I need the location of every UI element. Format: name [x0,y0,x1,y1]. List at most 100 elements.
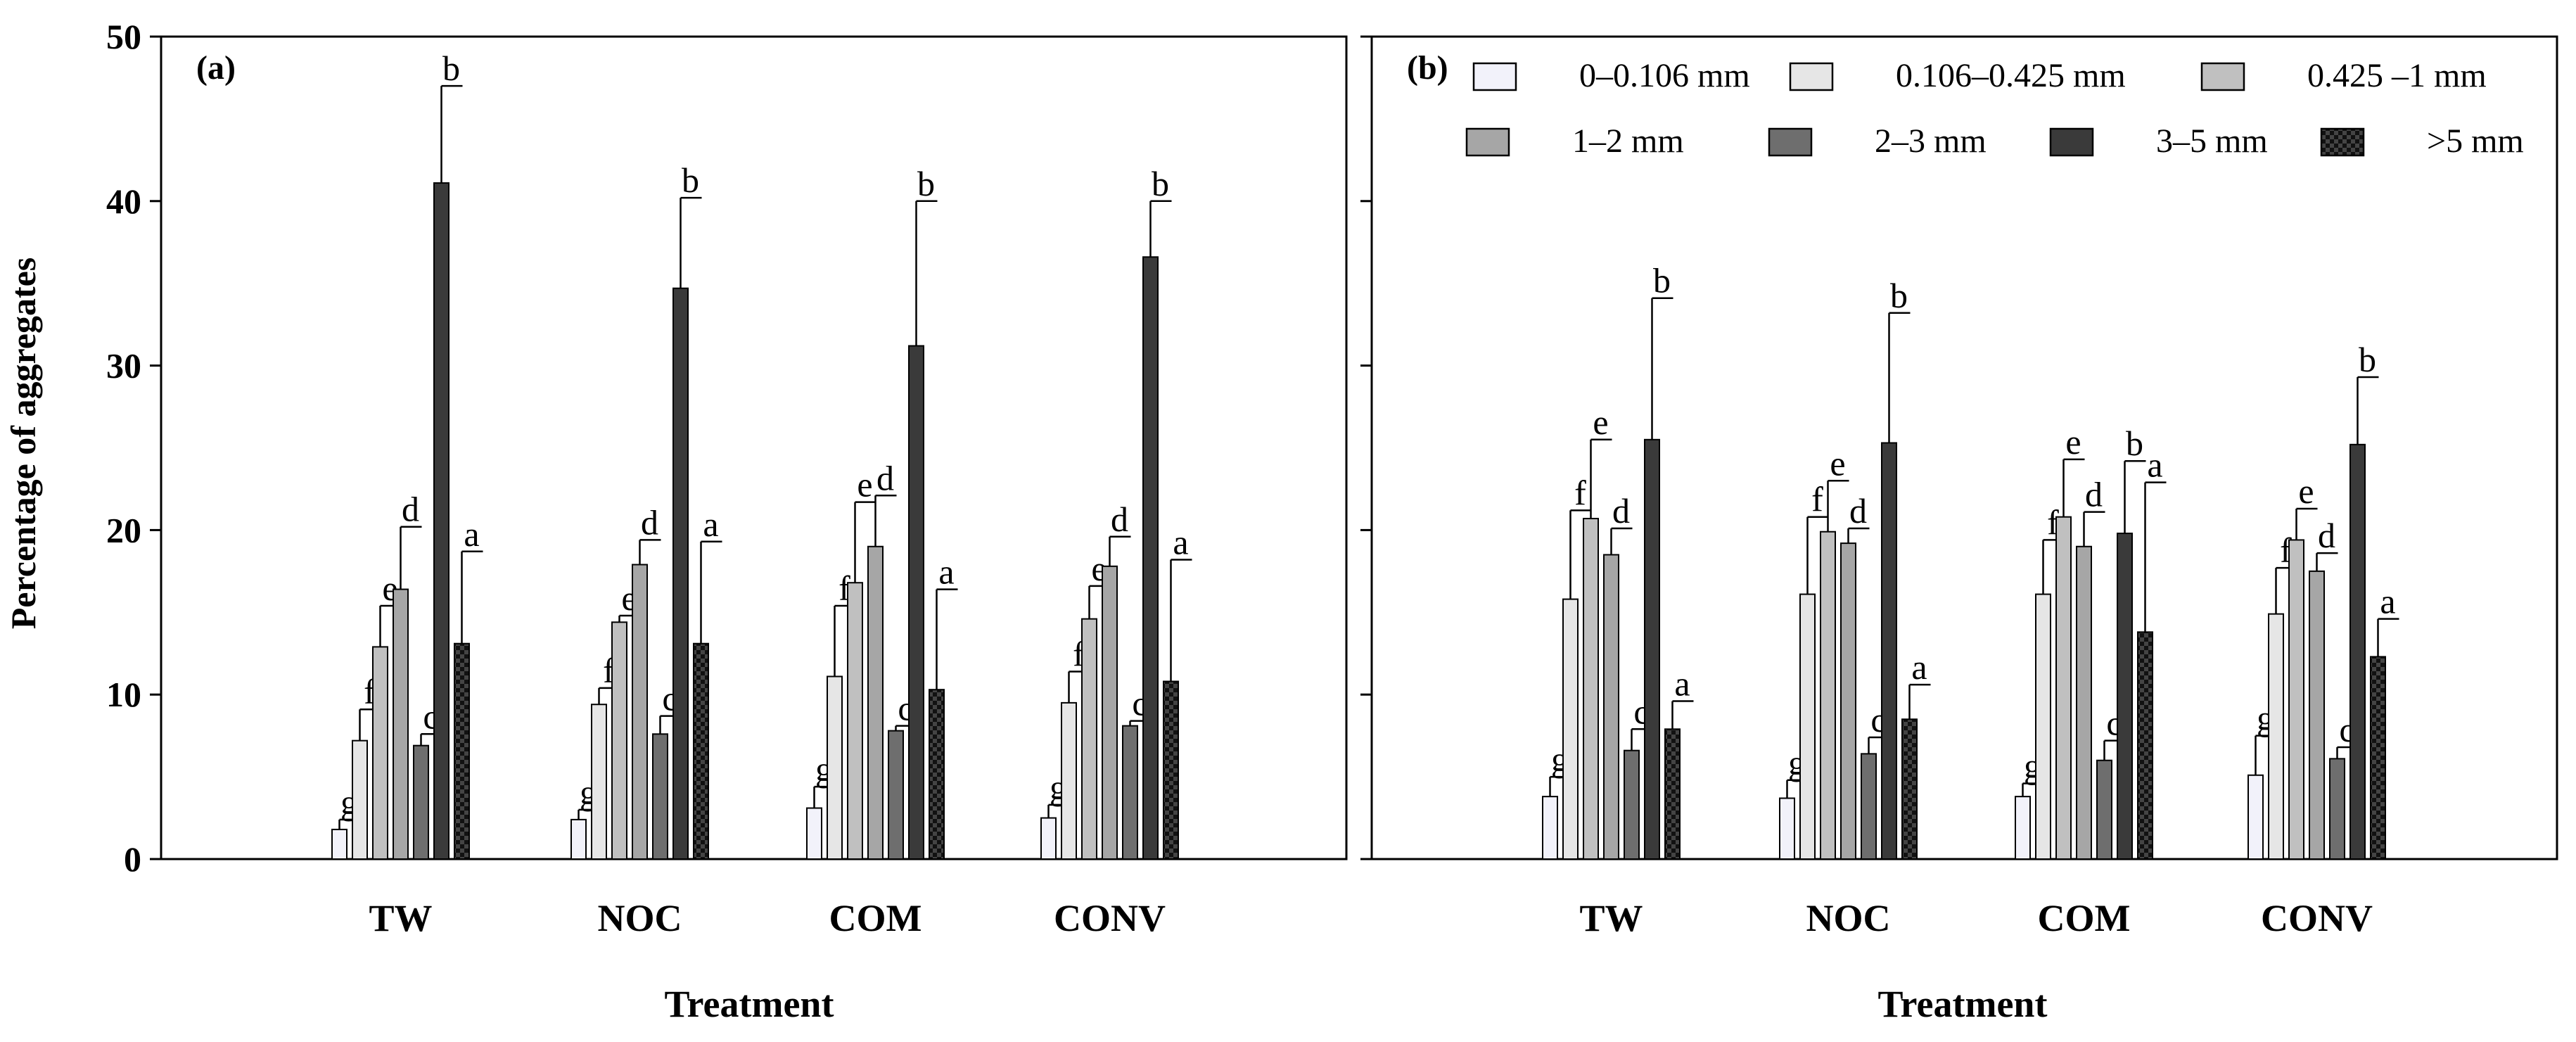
legend-swatch [1465,127,1510,157]
bar [652,733,668,860]
bar [2247,774,2264,860]
significance-letter: d [641,502,658,542]
significance-letter: d [876,458,894,497]
legend-swatch [1768,127,1813,157]
bar [1603,554,1619,860]
significance-letter: e [1830,443,1845,483]
significance-letter: b [682,160,699,200]
legend-swatch [2049,127,2094,157]
significance-letter: b [2359,340,2376,379]
bar [1081,618,1097,860]
bar [1820,530,1836,860]
bar [1664,728,1681,860]
significance-letter: a [1911,647,1927,687]
bar [2268,613,2284,860]
x-tick-label: NOC [598,897,682,939]
significance-letter: d [402,490,419,529]
bar [827,675,843,860]
significance-letter: d [1612,491,1630,530]
x-tick-label: CONV [1054,897,1166,939]
legend-label: 0–0.106 mm [1579,57,1750,94]
y-tick-label: 50 [106,17,141,56]
bar [1881,442,1897,860]
bar [1583,518,1599,860]
bar [1624,749,1640,860]
legend-swatch [1472,62,1517,91]
significance-letter: b [1152,164,1169,203]
significance-letter: a [1674,664,1690,704]
panel-label: (b) [1407,49,1448,87]
bar [867,545,884,860]
significance-letter: a [2380,582,2395,621]
bar [1779,797,1795,860]
bar [693,642,709,860]
bar [570,818,587,860]
bar [1562,598,1579,860]
x-tick-label: TW [369,897,432,939]
significance-letter: e [2065,422,2081,462]
bar [372,646,388,860]
x-axis-label-a: Treatment [665,983,834,1025]
significance-letter: e [857,465,872,504]
legend-swatch [1789,62,1834,91]
bar [2309,570,2325,860]
bar [2035,593,2051,860]
significance-letter: d [2085,475,2103,514]
plot-frame [160,35,1348,860]
bar [2015,796,2031,860]
bar [908,345,924,860]
bar [352,739,368,860]
significance-letter: b [2126,424,2143,463]
significance-letter: e [2298,471,2314,511]
significance-letter: b [917,164,935,203]
significance-letter: a [938,552,954,592]
y-tick-label: 40 [106,182,141,221]
legend-label: >5 mm [2427,122,2524,160]
bar [2288,539,2304,860]
x-tick-label: CONV [2261,897,2373,939]
significance-letter: e [1593,402,1608,442]
bar [2096,759,2112,860]
x-axis-label-b: Treatment [1878,983,2048,1025]
x-tick-label: COM [2038,897,2131,939]
panel-label: (a) [196,49,236,87]
bar [1142,256,1159,860]
bar [1799,593,1816,860]
bar [2055,516,2072,860]
y-tick-label: 0 [124,839,141,879]
legend-label: 3–5 mm [2156,122,2268,160]
bar [591,704,607,860]
y-tick-label: 20 [106,510,141,549]
bar [611,621,627,860]
bar [2076,545,2092,860]
legend-swatch [2200,62,2245,91]
bar [1542,796,1558,860]
bar [1163,680,1179,860]
significance-letter: f [1574,473,1586,512]
y-axis-label: Percentage of aggregates [4,258,43,630]
significance-letter: a [703,504,718,544]
x-tick-label: TW [1579,897,1643,939]
significance-letter: a [1173,522,1188,561]
legend-swatch [2320,127,2365,157]
legend-label: 0.106–0.425 mm [1896,57,2126,94]
significance-letter: d [1849,491,1867,530]
bar [1861,753,1877,860]
bar [1102,565,1118,860]
bar [331,828,347,860]
bar [413,744,429,860]
bar [929,689,945,860]
y-tick-label: 30 [106,346,141,386]
bar [1122,725,1138,860]
significance-letter: b [442,49,460,88]
bar [672,287,689,860]
bar [1840,542,1856,860]
bar [1644,438,1660,860]
bar [1901,718,1918,860]
bar [1061,701,1077,860]
legend-label: 1–2 mm [1572,122,1684,160]
legend-label: 0.425 –1 mm [2307,57,2487,94]
significance-letter: f [1811,480,1823,519]
bar [2349,443,2366,860]
